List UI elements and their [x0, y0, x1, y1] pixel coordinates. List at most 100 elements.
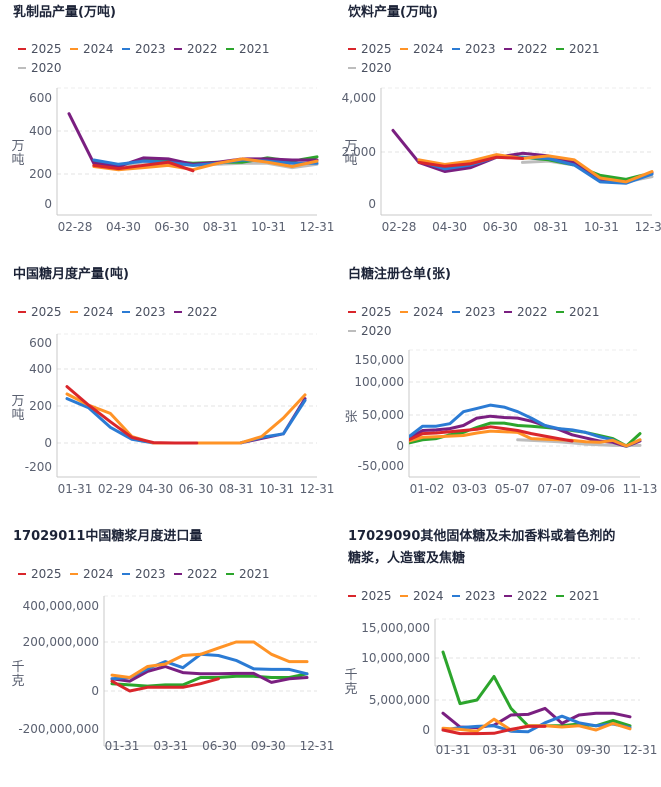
chart-syrup-import-090: 2025 2024 2023 2022 2021 0 5,000,000 10,000,000… [344, 589, 658, 757]
legend-item-2024[interactable]: 2024 [400, 305, 444, 319]
chart-syrup-import-011: 2025 2024 2023 2022 2021 -200,000,000 0 200,000… [11, 567, 334, 753]
legend-item-2023[interactable]: 2023 [452, 589, 496, 603]
legend-label: 2025 [31, 567, 62, 581]
legend-item-2023[interactable]: 2023 [122, 42, 166, 56]
legend-label: 2022 [517, 42, 548, 56]
legend-label: 2023 [465, 42, 496, 56]
chart-beverage: 2025 2024 2023 2022 2021 2020 0 2,000 4,000 万吨 02-… [342, 42, 661, 234]
legend-item-2021[interactable]: 2021 [226, 567, 270, 581]
legend-label: 2022 [517, 589, 548, 603]
legend-item-2020[interactable]: 2020 [348, 324, 392, 338]
legend-label: 2020 [361, 324, 392, 338]
y-tick-label: 10,000,000 [361, 651, 430, 665]
x-tick-label: 01-31 [436, 743, 471, 757]
panel-sugar-output: 中国糖月度产量(吨) 2025 2024 2023 2022 -200 0 200 400 60… [0, 262, 334, 507]
legend-item-2020[interactable]: 2020 [18, 61, 62, 75]
legend-item-2024[interactable]: 2024 [70, 567, 114, 581]
x-tick-label: 11-13 [623, 482, 658, 496]
legend: 2025 2024 2023 2022 2021 2020 [18, 42, 270, 75]
legend-item-2021[interactable]: 2021 [226, 42, 270, 56]
x-tick-label: 06-30 [202, 739, 237, 753]
y-tick-label: 100,000 [354, 375, 404, 389]
x-tick-label: 12-31 [635, 220, 661, 234]
legend-item-2025[interactable]: 2025 [18, 42, 62, 56]
x-tick-label: 08-31 [219, 482, 254, 496]
legend-label: 2021 [569, 305, 600, 319]
x-tick-label: 06-30 [529, 743, 564, 757]
legend-label: 2022 [517, 305, 548, 319]
y-tick-label: 2,000 [342, 145, 376, 159]
legend-item-2025[interactable]: 2025 [18, 305, 62, 319]
series-line-2024 [110, 640, 309, 679]
series-line-2024 [409, 429, 642, 448]
legend-label: 2023 [135, 567, 166, 581]
legend-label: 2023 [465, 589, 496, 603]
legend-item-2022[interactable]: 2022 [504, 589, 548, 603]
x-tick-label: 12-31 [623, 743, 658, 757]
y-axis-label: 张 [344, 410, 357, 425]
series-line-2025 [417, 155, 524, 168]
legend-item-2022[interactable]: 2022 [174, 567, 218, 581]
legend-item-2022[interactable]: 2022 [504, 305, 548, 319]
panel-syrup-import-090: 17029090其他固体糖及未加香料或着色剂的 糖浆，人造蜜及焦糖 2025 20… [330, 524, 661, 787]
y-tick-label: 15,000,000 [361, 621, 430, 635]
chart-warehouse-receipts: 2025 2024 2023 2022 2021 2020 -50,000 0 50,000 10… [344, 305, 658, 496]
legend-item-2023[interactable]: 2023 [452, 305, 496, 319]
x-tick-label: 07-07 [537, 482, 572, 496]
legend-label: 2022 [187, 567, 218, 581]
y-tick-label: 600 [29, 91, 52, 105]
legend-item-2022[interactable]: 2022 [174, 42, 218, 56]
x-tick-label: 12-31 [300, 482, 335, 496]
legend-item-2023[interactable]: 2023 [452, 42, 496, 56]
legend-item-2020[interactable]: 2020 [348, 61, 392, 75]
legend-item-2024[interactable]: 2024 [400, 589, 444, 603]
x-tick-label: 05-07 [495, 482, 530, 496]
legend-label: 2020 [31, 61, 62, 75]
legend-item-2022[interactable]: 2022 [504, 42, 548, 56]
y-tick-label: 0 [44, 436, 52, 450]
legend-label: 2024 [413, 42, 444, 56]
legend-label: 2024 [413, 589, 444, 603]
legend-item-2024[interactable]: 2024 [400, 42, 444, 56]
x-tick-label: 06-30 [154, 220, 189, 234]
y-tick-label: 150,000 [354, 353, 404, 367]
x-tick-label: 04-30 [106, 220, 141, 234]
y-tick-label: 400,000,000 [23, 599, 99, 613]
series-line-2025 [92, 160, 195, 173]
x-tick-label: 06-30 [483, 220, 518, 234]
y-tick-label: 0 [368, 197, 376, 211]
series-line-2022 [67, 112, 319, 168]
legend-item-2021[interactable]: 2021 [556, 42, 600, 56]
panel-dairy: 乳制品产量(万吨) 2025 2024 2023 2022 2021 2020 0 200 40… [0, 0, 334, 245]
series-line-2025 [65, 385, 199, 445]
legend-item-2023[interactable]: 2023 [122, 567, 166, 581]
y-tick-label: -200,000,000 [18, 722, 99, 736]
legend-item-2025[interactable]: 2025 [348, 42, 392, 56]
series-group [67, 112, 319, 173]
legend-label: 2022 [187, 305, 218, 319]
x-tick-label: 09-06 [580, 482, 615, 496]
legend-item-2024[interactable]: 2024 [70, 42, 114, 56]
series-group [110, 640, 309, 693]
y-axis-label: 万 [11, 394, 24, 409]
panel-beverage: 饮料产量(万吨) 2025 2024 2023 2022 2021 2020 0 2,000 4… [330, 0, 661, 245]
y-axis-label: 吨 [11, 408, 24, 423]
legend-item-2022[interactable]: 2022 [174, 305, 218, 319]
y-tick-label: -200 [25, 460, 52, 474]
legend-label: 2025 [361, 305, 392, 319]
y-axis-label: 千 [344, 668, 357, 683]
legend-item-2024[interactable]: 2024 [70, 305, 114, 319]
y-tick-label: 0 [91, 684, 99, 698]
x-tick-label: 03-03 [452, 482, 487, 496]
legend-item-2025[interactable]: 2025 [18, 567, 62, 581]
legend-item-2025[interactable]: 2025 [348, 305, 392, 319]
legend-item-2021[interactable]: 2021 [556, 305, 600, 319]
x-tick-label: 12-31 [300, 739, 335, 753]
legend-item-2025[interactable]: 2025 [348, 589, 392, 603]
y-tick-label: 600 [29, 336, 52, 350]
legend-item-2021[interactable]: 2021 [556, 589, 600, 603]
x-tick-label: 04-30 [138, 482, 173, 496]
legend-item-2023[interactable]: 2023 [122, 305, 166, 319]
legend-label: 2023 [465, 305, 496, 319]
y-tick-label: -50,000 [358, 459, 404, 473]
